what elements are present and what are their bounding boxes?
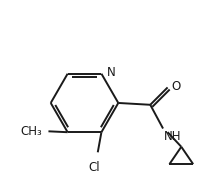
Text: CH₃: CH₃ [20, 125, 42, 138]
Text: Cl: Cl [88, 160, 100, 174]
Text: NH: NH [164, 130, 181, 143]
Text: N: N [107, 66, 116, 79]
Text: O: O [171, 80, 180, 93]
